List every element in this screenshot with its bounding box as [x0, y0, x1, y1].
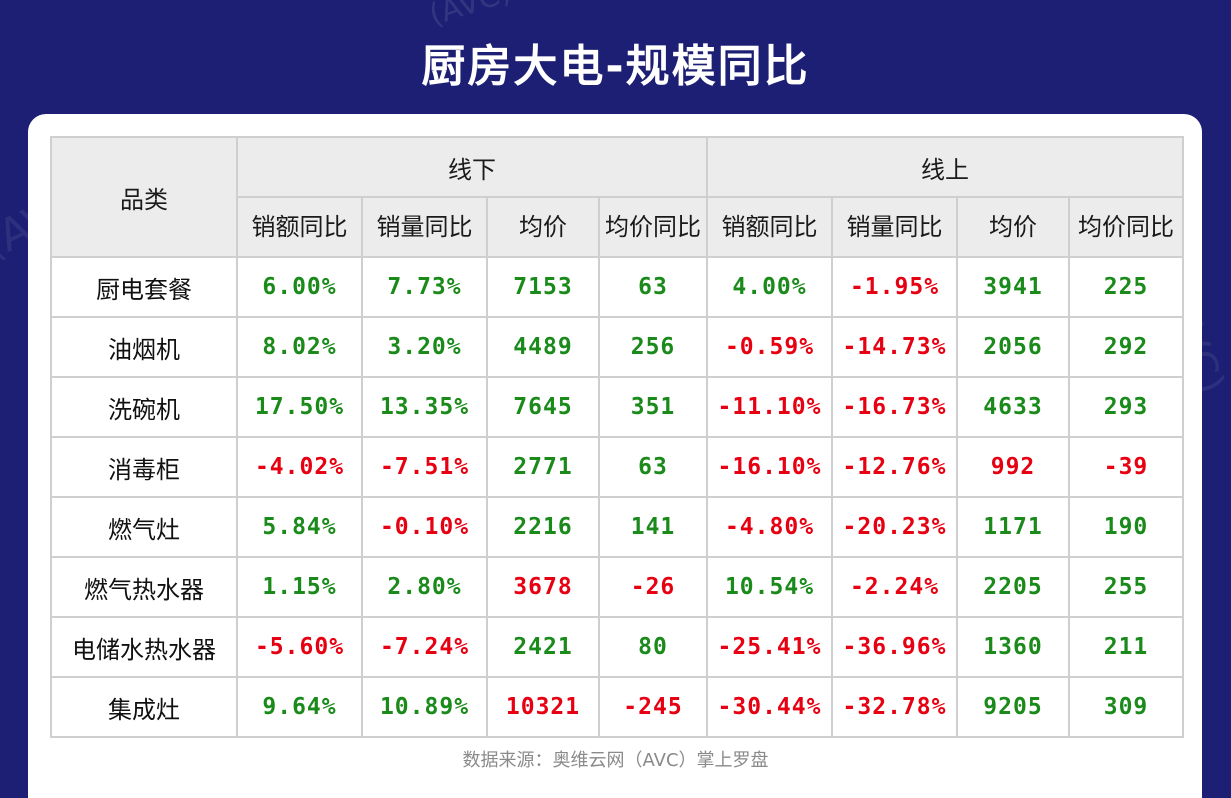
online-value-cell: -1.95%	[831, 256, 958, 318]
header-col-sales-yoy: 销额同比	[706, 196, 833, 258]
category-cell: 消毒柜	[50, 436, 238, 498]
category-cell: 燃气热水器	[50, 556, 238, 618]
offline-value-cell: 7645	[486, 376, 600, 438]
category-cell: 洗碗机	[50, 376, 238, 438]
offline-value-cell: 80	[598, 616, 708, 678]
offline-value-cell: -7.51%	[361, 436, 488, 498]
header-col-avg-price: 均价	[956, 196, 1070, 258]
offline-value-cell: 5.84%	[236, 496, 363, 558]
online-value-cell: 2056	[956, 316, 1070, 378]
offline-value-cell: 2.80%	[361, 556, 488, 618]
online-value-cell: 255	[1068, 556, 1184, 618]
online-value-cell: 1360	[956, 616, 1070, 678]
online-value-cell: 10.54%	[706, 556, 833, 618]
table-row: 燃气热水器 1.15% 2.80% 3678 -26 10.54% -2.24% 2205 25…	[50, 556, 1184, 618]
online-value-cell: 309	[1068, 676, 1184, 738]
category-cell: 燃气灶	[50, 496, 238, 558]
online-value-cell: 292	[1068, 316, 1184, 378]
online-value-cell: -4.80%	[706, 496, 833, 558]
offline-value-cell: 1.15%	[236, 556, 363, 618]
online-value-cell: 1171	[956, 496, 1070, 558]
online-value-cell: 4.00%	[706, 256, 833, 318]
offline-value-cell: 3678	[486, 556, 600, 618]
page-title: 厨房大电-规模同比	[421, 41, 810, 92]
online-value-cell: -36.96%	[831, 616, 958, 678]
header-col-sales-yoy: 销额同比	[236, 196, 363, 258]
offline-value-cell: 17.50%	[236, 376, 363, 438]
table-row: 电储水热水器 -5.60% -7.24% 2421 80 -25.41% -36.96% 13…	[50, 616, 1184, 678]
online-value-cell: 992	[956, 436, 1070, 498]
header-col-avg-price-yoy: 均价同比	[1068, 196, 1184, 258]
online-value-cell: -11.10%	[706, 376, 833, 438]
offline-value-cell: 2421	[486, 616, 600, 678]
online-value-cell: -12.76%	[831, 436, 958, 498]
category-cell: 集成灶	[50, 676, 238, 738]
offline-value-cell: -7.24%	[361, 616, 488, 678]
offline-value-cell: 4489	[486, 316, 600, 378]
online-value-cell: -16.10%	[706, 436, 833, 498]
online-value-cell: 211	[1068, 616, 1184, 678]
offline-value-cell: 351	[598, 376, 708, 438]
offline-value-cell: -5.60%	[236, 616, 363, 678]
header-category: 品类	[50, 136, 238, 258]
online-value-cell: -32.78%	[831, 676, 958, 738]
online-value-cell: 9205	[956, 676, 1070, 738]
table-row: 燃气灶 5.84% -0.10% 2216 141 -4.80% -20.23% 1171 19…	[50, 496, 1184, 558]
data-table: 品类 线下 线上 销额同比 销量同比 均价 均价同比 销额同比 销量同比 均价 …	[50, 136, 1184, 738]
offline-value-cell: -26	[598, 556, 708, 618]
offline-value-cell: 10321	[486, 676, 600, 738]
offline-value-cell: 3.20%	[361, 316, 488, 378]
header-col-volume-yoy: 销量同比	[831, 196, 958, 258]
table-row: 厨电套餐 6.00% 7.73% 7153 63 4.00% -1.95% 3941 225	[50, 256, 1184, 318]
offline-value-cell: 6.00%	[236, 256, 363, 318]
offline-value-cell: 13.35%	[361, 376, 488, 438]
online-value-cell: -14.73%	[831, 316, 958, 378]
header-col-avg-price: 均价	[486, 196, 600, 258]
online-value-cell: -39	[1068, 436, 1184, 498]
offline-value-cell: -0.10%	[361, 496, 488, 558]
offline-value-cell: 10.89%	[361, 676, 488, 738]
offline-value-cell: 8.02%	[236, 316, 363, 378]
offline-value-cell: -4.02%	[236, 436, 363, 498]
online-value-cell: 2205	[956, 556, 1070, 618]
offline-value-cell: 63	[598, 256, 708, 318]
online-value-cell: -0.59%	[706, 316, 833, 378]
online-value-cell: -30.44%	[706, 676, 833, 738]
table-row: 油烟机 8.02% 3.20% 4489 256 -0.59% -14.73% 2056 292	[50, 316, 1184, 378]
header-group-online: 线上	[706, 136, 1184, 198]
watermark-text: (AVC)	[425, 0, 516, 34]
header-col-volume-yoy: 销量同比	[361, 196, 488, 258]
online-value-cell: -25.41%	[706, 616, 833, 678]
offline-value-cell: 141	[598, 496, 708, 558]
offline-value-cell: 2771	[486, 436, 600, 498]
online-value-cell: 4633	[956, 376, 1070, 438]
data-source-note: 数据来源：奥维云网（AVC）掌上罗盘	[462, 750, 769, 771]
offline-value-cell: 9.64%	[236, 676, 363, 738]
offline-value-cell: 2216	[486, 496, 600, 558]
online-value-cell: 190	[1068, 496, 1184, 558]
table-row: 消毒柜 -4.02% -7.51% 2771 63 -16.10% -12.76% 992 -3…	[50, 436, 1184, 498]
header-group-offline: 线下	[236, 136, 708, 198]
offline-value-cell: 256	[598, 316, 708, 378]
offline-value-cell: -245	[598, 676, 708, 738]
online-value-cell: 293	[1068, 376, 1184, 438]
table-row: 集成灶 9.64% 10.89% 10321 -245 -30.44% -32.78% 920…	[50, 676, 1184, 738]
offline-value-cell: 63	[598, 436, 708, 498]
online-value-cell: 225	[1068, 256, 1184, 318]
category-cell: 电储水热水器	[50, 616, 238, 678]
table-row: 洗碗机 17.50% 13.35% 7645 351 -11.10% -16.73% 4633…	[50, 376, 1184, 438]
header-col-avg-price-yoy: 均价同比	[598, 196, 708, 258]
offline-value-cell: 7.73%	[361, 256, 488, 318]
offline-value-cell: 7153	[486, 256, 600, 318]
category-cell: 油烟机	[50, 316, 238, 378]
online-value-cell: -2.24%	[831, 556, 958, 618]
online-value-cell: -20.23%	[831, 496, 958, 558]
online-value-cell: -16.73%	[831, 376, 958, 438]
online-value-cell: 3941	[956, 256, 1070, 318]
category-cell: 厨电套餐	[50, 256, 238, 318]
